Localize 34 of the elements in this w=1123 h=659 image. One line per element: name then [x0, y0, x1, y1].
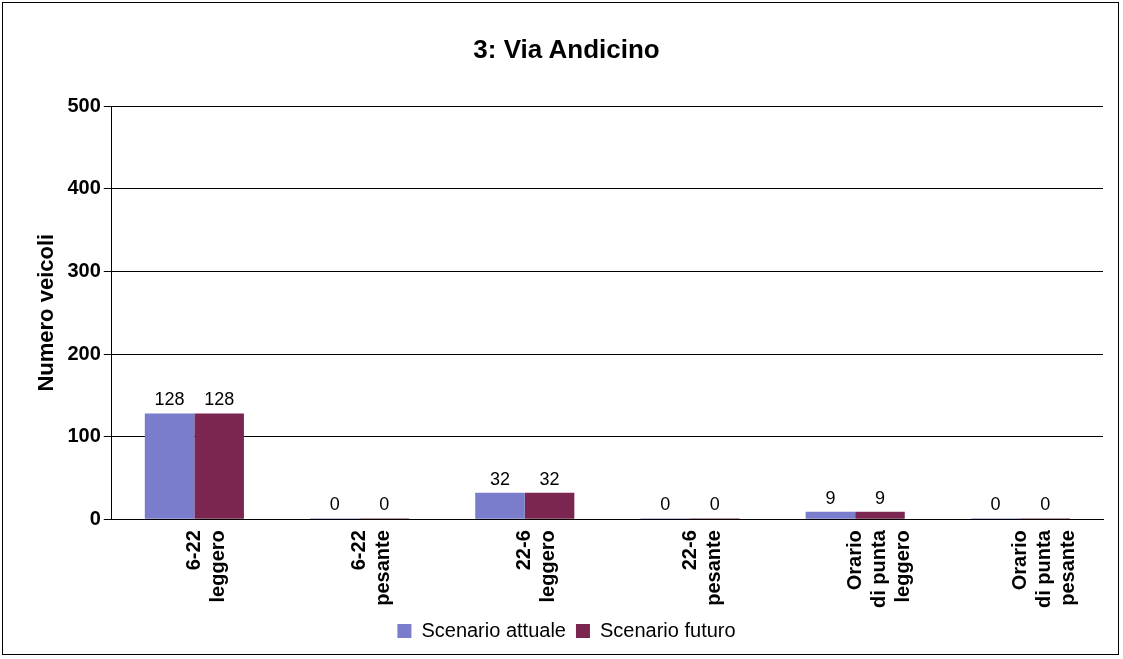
y-axis-title: Numero veicoli [33, 233, 59, 392]
data-label: 0 [379, 494, 390, 515]
y-tick-label: 500 [67, 93, 101, 116]
legend-label: Scenario attuale [421, 618, 566, 641]
data-label: 0 [990, 494, 1001, 515]
x-tick-label: Orario di punta leggero [842, 529, 913, 608]
chart-title: 3: Via Andicino [473, 33, 660, 64]
bar [144, 413, 195, 519]
y-tick-label: 300 [67, 258, 101, 281]
data-label: 32 [539, 468, 560, 489]
data-label: 128 [154, 389, 185, 410]
data-label: 9 [874, 487, 885, 508]
data-label: 32 [489, 468, 511, 489]
y-tick-label: 100 [67, 424, 101, 447]
x-tick-label: Orario di punta pesante [1007, 529, 1078, 608]
bar [805, 511, 856, 519]
bar [475, 492, 525, 519]
bar [524, 492, 575, 519]
bar [194, 413, 244, 519]
data-label: 0 [329, 494, 340, 515]
x-tick-label: 6-22 leggero [181, 530, 228, 603]
x-tick-label: 22-6 leggero [512, 530, 559, 603]
data-label: 0 [1040, 494, 1051, 515]
data-label: 9 [825, 487, 836, 508]
legend-label: Scenario futuro [599, 618, 736, 641]
x-tick-label: 22-6 pesante [677, 530, 724, 606]
data-label: 0 [709, 494, 720, 515]
data-label: 128 [204, 389, 235, 410]
y-tick-label: 0 [89, 506, 101, 529]
y-tick-label: 400 [67, 176, 101, 199]
y-tick-label: 200 [67, 341, 101, 364]
data-label: 0 [660, 494, 671, 515]
x-tick-label: 6-22 pesante [347, 530, 394, 606]
bar [855, 511, 905, 519]
